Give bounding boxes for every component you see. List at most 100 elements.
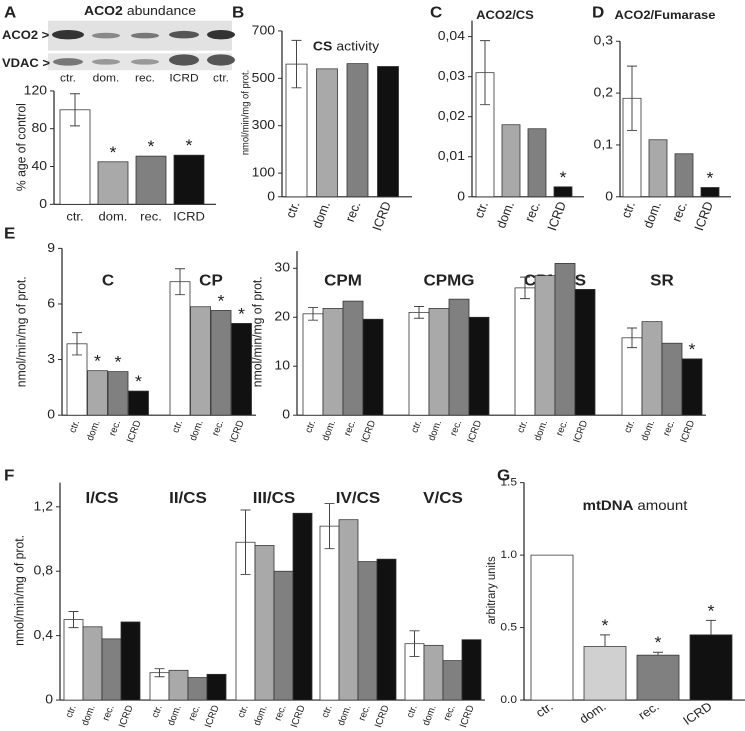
bar <box>583 646 627 701</box>
bar <box>376 558 397 701</box>
y-tick-label: 0 <box>457 189 465 204</box>
x-tick-label: ICRD <box>228 419 247 444</box>
x-tick-label: rec. <box>343 200 364 224</box>
bar <box>128 390 149 416</box>
significance-marker: * <box>135 372 142 391</box>
error-bar <box>240 509 251 575</box>
y-tick-label: 0 <box>47 407 55 422</box>
bar <box>82 626 103 701</box>
blot-band <box>131 59 159 65</box>
blot-band <box>52 29 84 40</box>
blot-band <box>92 32 120 39</box>
group-label: I/CS <box>85 489 118 506</box>
bar <box>169 281 191 416</box>
error-bar <box>72 332 82 356</box>
group-label: III/CS <box>253 489 296 506</box>
x-tick-label: rec. <box>522 200 543 224</box>
y-tick-label: 700 <box>252 23 275 38</box>
bar <box>621 337 643 416</box>
x-tick-label: rec. <box>448 419 464 437</box>
panel-letter: G <box>497 467 510 484</box>
bar <box>501 124 521 198</box>
bar <box>322 308 344 416</box>
bar <box>461 639 482 701</box>
group-label: C <box>102 272 114 289</box>
bar <box>319 525 340 701</box>
y-tick-label: 80 <box>31 121 47 136</box>
bar <box>206 673 227 701</box>
x-tick-label: ctr. <box>66 210 83 224</box>
bar <box>468 316 490 416</box>
x-tick-label: dom. <box>80 704 98 727</box>
error-bar <box>414 306 424 319</box>
error-bar <box>627 65 637 131</box>
chart-title: CS activity <box>313 39 379 54</box>
error-bar <box>175 268 185 296</box>
group-label: CPMG <box>424 272 475 289</box>
bar <box>362 318 384 416</box>
x-tick-label: ICRD <box>370 200 394 233</box>
title-rest: amount <box>637 498 687 513</box>
x-tick-label: rec. <box>669 200 690 224</box>
blot-lane-label: ctr. <box>60 72 76 85</box>
western-blot <box>48 20 235 71</box>
bar <box>442 660 463 701</box>
bar <box>135 155 167 205</box>
y-tick-label: 0,1 <box>594 137 613 152</box>
blot-band <box>207 29 235 40</box>
chart-title: ACO2 abundance <box>84 3 196 18</box>
bar <box>107 371 129 416</box>
y-tick-label: 3 <box>47 351 55 366</box>
bar <box>316 68 338 198</box>
y-tick-label: 0 <box>282 407 290 422</box>
x-tick-label: ICRD <box>680 700 714 728</box>
y-tick-label: 1.0 <box>500 548 517 561</box>
y-tick-label: 0,02 <box>438 109 465 124</box>
blot-lane-label: dom. <box>93 72 120 85</box>
y-tick-label: 1.5 <box>500 476 517 489</box>
x-tick-label: dom. <box>577 700 609 727</box>
x-tick-label: ctr. <box>515 419 530 434</box>
error-bar <box>324 503 335 550</box>
blot-lane-label: ICRD <box>169 72 198 85</box>
x-tick-label: ICRD <box>289 704 308 729</box>
x-tick-label: rec. <box>273 704 289 722</box>
chart-title: mtDNA amount <box>583 498 688 513</box>
error-bar <box>68 611 79 629</box>
bar <box>514 287 536 416</box>
significance-marker: * <box>654 633 661 652</box>
blot-band <box>169 30 199 39</box>
blot-band <box>53 58 83 66</box>
blot-band <box>92 59 120 65</box>
x-tick-label: ctr. <box>150 704 165 719</box>
blot-band <box>169 54 199 66</box>
bar <box>681 358 703 416</box>
x-tick-label: ICRD <box>465 419 484 444</box>
error-bar <box>409 630 420 658</box>
y-axis-label: nmol/min/mg of prot. <box>12 535 26 646</box>
x-tick-label: rec. <box>554 419 570 437</box>
y-tick-label: 0 <box>267 189 275 204</box>
y-axis-label: nmol/min/mg of prot. <box>14 276 28 387</box>
bar <box>168 669 189 701</box>
error-bar <box>653 651 663 656</box>
y-tick-label: 0,3 <box>594 33 613 48</box>
chart-title: ACO2/CS <box>476 9 534 23</box>
y-tick-label: 1,2 <box>34 499 53 514</box>
y-tick-label: 0 <box>39 196 47 211</box>
bar <box>408 311 430 416</box>
bar <box>428 308 450 416</box>
significance-marker: * <box>238 304 245 323</box>
x-tick-label: ctr. <box>472 200 491 220</box>
x-tick-label: dom. <box>532 419 550 442</box>
panel-letter: C <box>430 4 442 21</box>
bar <box>357 561 378 701</box>
x-tick-label: dom. <box>99 210 128 224</box>
bar <box>292 512 313 701</box>
x-tick-label: ctr. <box>236 704 251 719</box>
bar <box>530 554 574 701</box>
x-tick-label: dom. <box>494 200 517 230</box>
x-tick-label: dom. <box>639 419 657 442</box>
x-tick-label: ctr. <box>405 704 420 719</box>
